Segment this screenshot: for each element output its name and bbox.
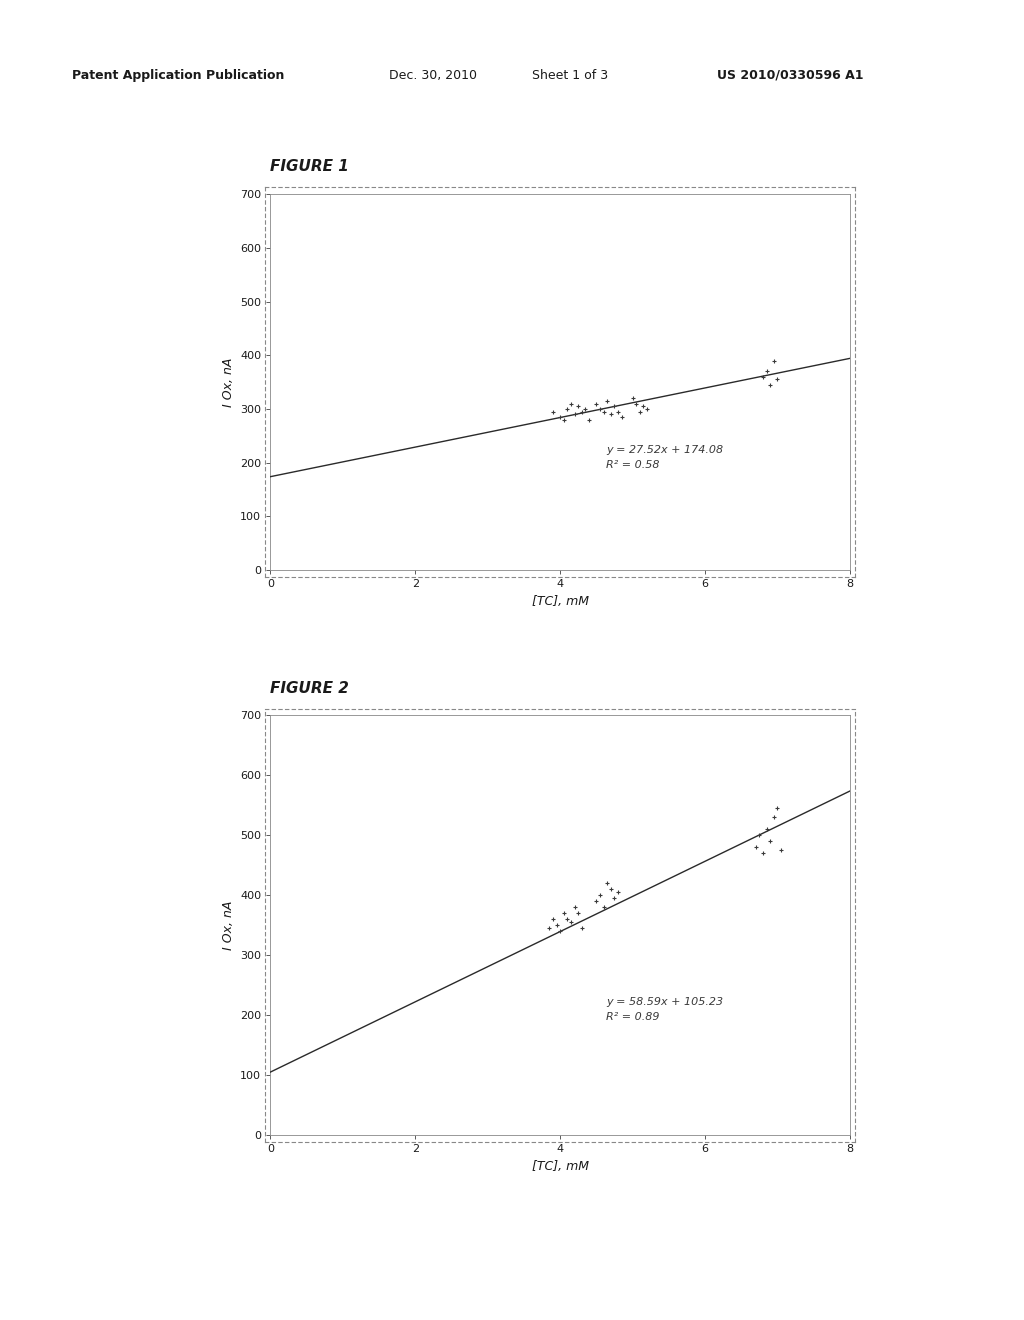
Point xyxy=(570,903,587,924)
Point xyxy=(769,797,785,818)
Point xyxy=(613,407,630,428)
Text: Patent Application Publication: Patent Application Publication xyxy=(72,69,284,82)
Point xyxy=(603,404,620,425)
Point xyxy=(639,399,655,420)
Point xyxy=(570,396,587,417)
Point xyxy=(566,404,583,425)
Point xyxy=(552,407,568,428)
X-axis label: [TC], mM: [TC], mM xyxy=(531,595,589,607)
Point xyxy=(766,807,782,828)
Point xyxy=(545,908,561,929)
Point xyxy=(632,401,648,422)
Point xyxy=(573,917,590,939)
Point xyxy=(625,388,641,409)
Point xyxy=(606,396,623,417)
Point xyxy=(588,393,604,414)
Point xyxy=(566,896,583,917)
Point xyxy=(610,882,627,903)
Point xyxy=(578,399,594,420)
Point xyxy=(599,391,615,412)
Y-axis label: I Ox, nA: I Ox, nA xyxy=(221,900,234,950)
Point xyxy=(563,912,580,933)
Point xyxy=(773,840,790,861)
Point xyxy=(588,891,604,912)
Point xyxy=(581,409,597,430)
Text: FIGURE 2: FIGURE 2 xyxy=(270,681,349,696)
Point xyxy=(755,842,771,863)
Point xyxy=(552,921,568,942)
Text: y = 27.52x + 174.08
R² = 0.58: y = 27.52x + 174.08 R² = 0.58 xyxy=(606,445,724,470)
Point xyxy=(762,375,778,396)
Y-axis label: I Ox, nA: I Ox, nA xyxy=(221,358,234,407)
Point xyxy=(559,399,575,420)
Point xyxy=(548,915,564,936)
Point xyxy=(766,350,782,371)
Point xyxy=(592,884,608,906)
Point xyxy=(762,830,778,851)
Point xyxy=(592,399,608,420)
Point xyxy=(759,818,775,840)
Point xyxy=(748,837,764,858)
Point xyxy=(752,825,768,846)
Point xyxy=(628,393,644,414)
Text: US 2010/0330596 A1: US 2010/0330596 A1 xyxy=(717,69,863,82)
Text: Dec. 30, 2010: Dec. 30, 2010 xyxy=(389,69,477,82)
Point xyxy=(595,401,611,422)
Text: y = 58.59x + 105.23
R² = 0.89: y = 58.59x + 105.23 R² = 0.89 xyxy=(606,997,724,1022)
Point xyxy=(606,888,623,909)
Point xyxy=(541,917,557,939)
Point xyxy=(559,908,575,929)
Point xyxy=(635,396,651,417)
Point xyxy=(603,879,620,900)
Point xyxy=(545,401,561,422)
Point xyxy=(556,903,572,924)
Text: FIGURE 1: FIGURE 1 xyxy=(270,160,349,174)
Point xyxy=(595,896,611,917)
Point xyxy=(610,401,627,422)
Point xyxy=(556,409,572,430)
Point xyxy=(563,393,580,414)
Point xyxy=(755,366,771,387)
Point xyxy=(573,401,590,422)
Point xyxy=(599,873,615,894)
Point xyxy=(759,360,775,381)
X-axis label: [TC], mM: [TC], mM xyxy=(531,1160,589,1172)
Text: Sheet 1 of 3: Sheet 1 of 3 xyxy=(532,69,608,82)
Point xyxy=(769,368,785,389)
